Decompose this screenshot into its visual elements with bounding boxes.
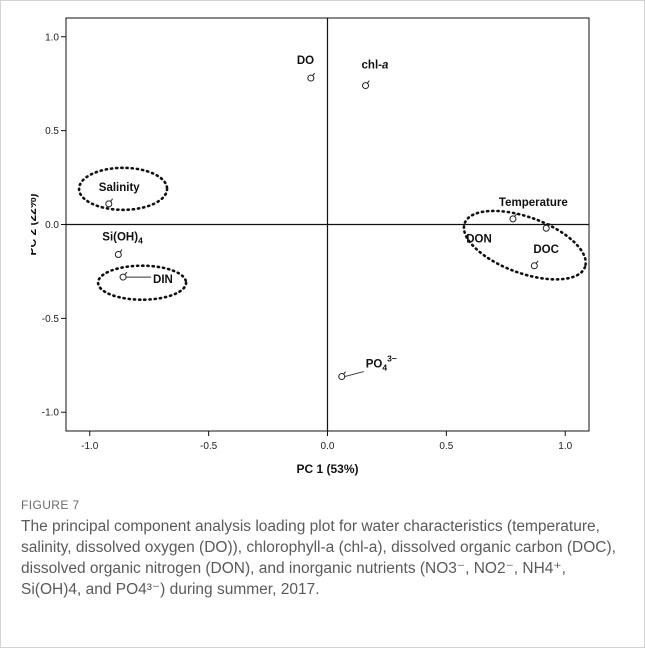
point-label-salinity: Salinity <box>99 182 141 194</box>
point-salinity <box>105 200 113 208</box>
group-ellipse-din <box>96 264 188 301</box>
point-tick-do <box>312 72 316 76</box>
point-tick-si-oh-4 <box>119 249 123 253</box>
point-din <box>119 273 127 281</box>
y-tick-label: 1.0 <box>45 32 59 43</box>
point-si-oh-4 <box>114 251 122 259</box>
point-label-doc: DOC <box>533 244 559 256</box>
point-label-don: DON <box>466 233 492 245</box>
group-ellipse-organic <box>462 209 588 281</box>
point-tick-doc <box>535 260 539 264</box>
y-tick-label: -1.0 <box>42 408 60 419</box>
point-tick-don <box>547 222 551 227</box>
x-tick-label: 0.5 <box>439 441 453 452</box>
pca-loading-plot: -1.0 -0.5 0.0 0.5 1.0 1.0 0.5 0.0 -0.5 -1.0 PC 1 (… <box>31 17 590 476</box>
group-ellipse-salinity <box>77 166 169 212</box>
point-label-temperature: Temperature <box>499 197 568 209</box>
figure-caption: FIGURE 7 The principal component analysi… <box>21 498 626 600</box>
point-chl-a <box>362 82 370 90</box>
point-label-din: DIN <box>153 274 173 286</box>
point-label-po4: PO43− <box>366 354 397 373</box>
leader-line-po4 <box>344 371 364 378</box>
x-tick-label: -1.0 <box>81 441 99 452</box>
x-tick-label: -0.5 <box>200 441 218 452</box>
point-tick-salinity <box>110 198 113 202</box>
point-label-chl-a: chl-a <box>362 60 389 72</box>
point-tick-temperature <box>514 213 518 217</box>
point-don <box>542 224 550 232</box>
point-po4 <box>338 373 346 381</box>
x-tick-label: 0.0 <box>321 441 335 452</box>
y-axis-label: PC 2 (22%) <box>31 193 39 255</box>
point-do <box>307 74 315 82</box>
point-tick-chl-a <box>366 80 370 84</box>
point-tick-din <box>124 271 128 275</box>
y-tick-label: 0.5 <box>45 126 59 137</box>
figure-label: FIGURE 7 <box>21 498 80 512</box>
caption-text: The principal component analysis loading… <box>21 518 616 598</box>
point-temperature <box>509 215 517 223</box>
y-tick-label: 0.0 <box>45 220 59 231</box>
point-doc <box>530 262 538 270</box>
x-tick-label: 1.0 <box>558 441 572 452</box>
point-label-si-oh-4: Si(OH)4 <box>102 232 143 246</box>
x-axis-label: PC 1 (53%) <box>296 462 358 476</box>
point-tick-po4 <box>343 371 346 375</box>
point-label-do: DO <box>297 55 314 67</box>
y-tick-label: -0.5 <box>42 314 60 325</box>
